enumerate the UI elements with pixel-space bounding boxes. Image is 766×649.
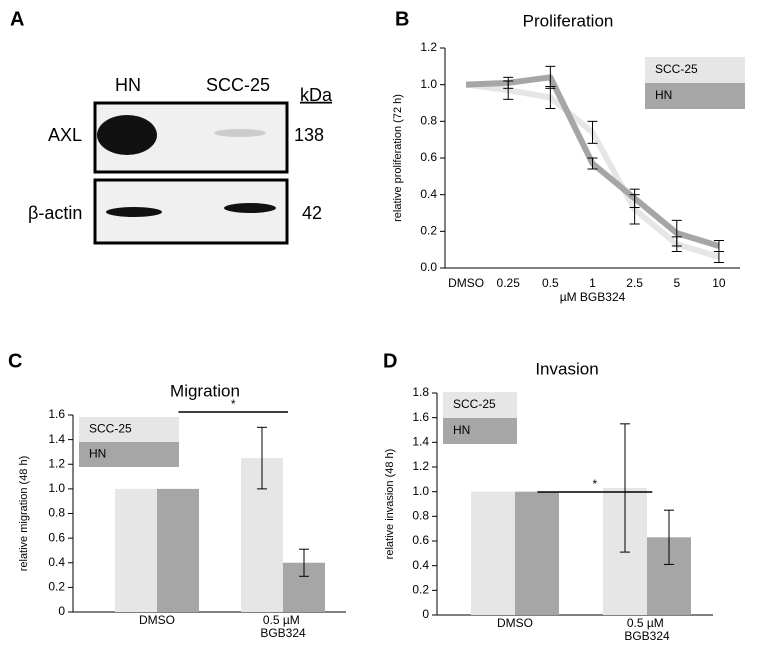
significance-label: * [593,477,598,491]
row-label: AXL [48,125,82,145]
y-tick-label: 0.4 [420,187,437,201]
y-tick-label: 1.4 [412,435,429,449]
band [97,115,157,155]
lane-label: HN [115,75,141,95]
legend-label: HN [89,447,106,461]
x-tick-label: DMSO [139,613,175,627]
legend-swatch [79,417,179,442]
y-tick-label: 0.2 [412,583,429,597]
panel-letter: D [383,350,397,372]
y-axis-label: relative migration (48 h) [18,456,30,572]
legend-label: SCC-25 [453,397,496,411]
y-tick-label: 1.0 [420,77,437,91]
band [214,129,266,137]
legend-swatch [645,57,745,83]
legend-label: HN [655,88,672,102]
y-tick-label: 0.8 [412,509,429,523]
y-tick-label: 1.2 [412,459,429,473]
chart-title: Proliferation [523,11,614,30]
row-label: β-actin [28,203,82,223]
legend-label: SCC-25 [89,422,132,436]
x-tick-label: 0.5 µM BGB324 [260,613,306,640]
y-tick-label: 1.6 [412,410,429,424]
legend-label: SCC-25 [655,62,698,76]
y-tick-label: 0 [422,607,429,621]
size-label: 138 [294,125,324,145]
series-line [465,81,720,260]
y-tick-label: 1.0 [48,481,65,495]
legend-swatch [79,442,179,467]
y-tick-label: 0 [58,604,65,618]
lane-label: SCC-25 [206,75,270,95]
legend-swatch [443,418,517,444]
panel-letter: C [8,350,22,372]
y-tick-label: 1.6 [48,407,65,421]
y-tick-label: 1.2 [48,456,65,470]
x-tick-label: DMSO [448,276,484,290]
western-blot: A HN SCC-25 kDa AXL 138 β-actin 42 [10,8,333,245]
y-tick-label: 1.2 [420,40,437,54]
y-tick-label: 0.0 [420,260,437,274]
chart-title: Invasion [535,359,598,378]
size-label: 42 [302,203,322,223]
legend-swatch [645,83,745,109]
y-tick-label: 0.6 [420,150,437,164]
y-tick-label: 0.2 [48,580,65,594]
y-tick-label: 1.0 [412,484,429,498]
significance-label: * [231,397,236,411]
x-tick-label: 0.5 [542,276,559,290]
y-tick-label: 1.4 [48,432,65,446]
y-tick-label: 0.8 [420,114,437,128]
panel-letter: B [395,8,409,30]
x-tick-label: 10 [712,276,726,290]
legend-swatch [443,392,517,418]
y-tick-label: 0.8 [48,506,65,520]
bar [471,491,515,615]
y-axis-label: relative proliferation (72 h) [392,94,404,222]
y-tick-label: 0.2 [420,224,437,238]
x-tick-label: 2.5 [626,276,643,290]
legend-label: HN [453,423,470,437]
bar [157,488,199,612]
y-tick-label: 0.6 [48,530,65,544]
band [106,207,162,217]
y-tick-label: 0.4 [48,555,65,569]
x-tick-label: 5 [673,276,680,290]
x-axis-label: µM BGB324 [560,290,626,304]
x-tick-label: DMSO [497,616,533,630]
panel-letter: A [10,8,24,30]
unit-label: kDa [300,85,333,105]
x-tick-label: 0.25 [497,276,521,290]
band [224,203,276,213]
bar [115,488,157,612]
bar [515,491,559,615]
y-axis-label: relative invasion (48 h) [384,449,396,560]
y-tick-label: 0.4 [412,558,429,572]
x-tick-label: 0.5 µM BGB324 [624,616,670,643]
y-tick-label: 0.6 [412,533,429,547]
y-tick-label: 1.8 [412,385,429,399]
chart-title: Migration [170,381,240,400]
x-tick-label: 1 [589,276,596,290]
